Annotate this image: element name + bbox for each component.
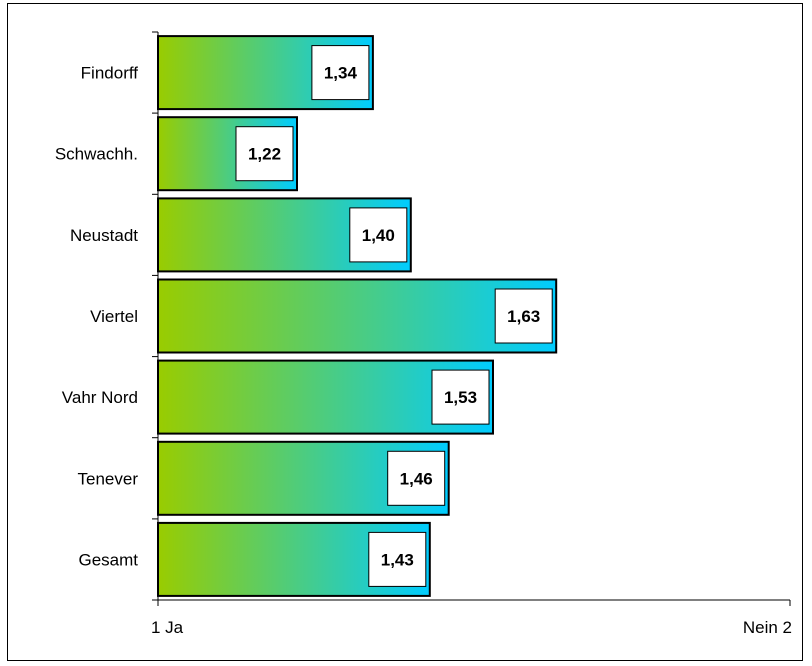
category-label: Gesamt [78, 550, 138, 569]
data-label-box [311, 45, 370, 101]
category-label: Findorff [81, 64, 139, 83]
data-label-box [431, 369, 490, 425]
category-label: Neustadt [70, 226, 138, 245]
data-label: 1,43 [381, 550, 414, 569]
x-tick-label: 1 Ja [151, 618, 184, 637]
category-label: Schwachh. [55, 145, 138, 164]
data-label-box [494, 288, 553, 344]
category-label: Viertel [90, 307, 138, 326]
data-label: 1,22 [248, 145, 281, 164]
data-label-box [235, 126, 294, 182]
category-label: Vahr Nord [62, 388, 138, 407]
data-label-box [368, 531, 427, 587]
data-label: 1,34 [324, 64, 358, 83]
category-label: Tenever [78, 469, 139, 488]
data-label: 1,40 [362, 226, 395, 245]
x-tick-label: Nein 2 [743, 618, 792, 637]
bar-viertel [157, 278, 558, 354]
data-label-box [387, 450, 446, 506]
data-label: 1,46 [400, 469, 433, 488]
data-label: 1,53 [444, 388, 477, 407]
data-label-box [349, 207, 408, 263]
data-label: 1,63 [507, 307, 540, 326]
